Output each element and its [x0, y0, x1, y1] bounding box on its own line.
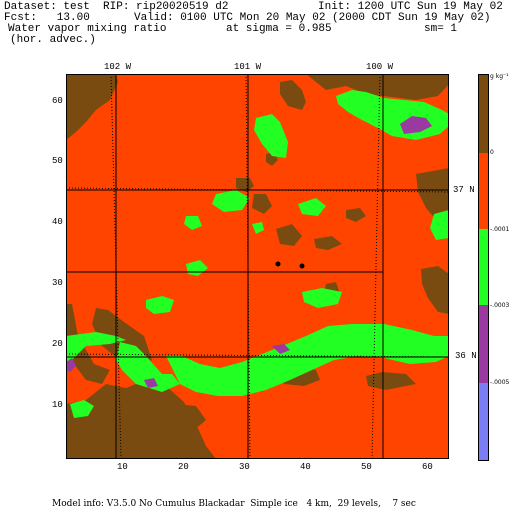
lat-label-36: 36 N: [455, 351, 477, 361]
sigma-label: at sigma = 0.985: [226, 23, 332, 35]
legend-orange: [479, 153, 488, 229]
lon-label-101: 101 W: [234, 62, 262, 72]
y-tick-40: 40: [52, 217, 63, 227]
y-tick-60: 60: [52, 96, 63, 106]
y-tick-30: 30: [52, 278, 63, 288]
init-label: Init: 1200 UTC Sun 19 May 02: [318, 1, 503, 13]
legend-units: g kg⁻¹: [490, 73, 509, 80]
legend-colorbar: [478, 74, 489, 461]
legend-green: [479, 229, 488, 305]
legend-purple: [479, 305, 488, 383]
x-tick-40: 40: [300, 462, 311, 472]
y-tick-20: 20: [52, 339, 63, 349]
green-patches: [66, 90, 449, 418]
contour-map: [66, 74, 449, 459]
field-label: Water vapor mixing ratio: [8, 23, 167, 35]
x-tick-10: 10: [117, 462, 128, 472]
dataset-label: Dataset: test RIP: rip20020519 d2: [4, 1, 229, 13]
legend-level-2: -.0003: [490, 302, 510, 309]
legend-level-1: -.0001: [490, 226, 510, 233]
smoothing-label: sm= 1: [424, 23, 458, 35]
plot-frame: [66, 74, 449, 459]
legend-brown: [479, 75, 488, 153]
y-tick-50: 50: [52, 156, 63, 166]
brown-patches: [66, 74, 449, 459]
legend-level-3: -.0005: [490, 379, 510, 386]
lon-label-100: 100 W: [366, 62, 394, 72]
legend-blue: [479, 383, 488, 460]
x-tick-30: 30: [239, 462, 250, 472]
station-markers: [275, 261, 305, 269]
model-info: Model info: V3.5.0 No Cumulus Blackadar …: [52, 499, 416, 509]
graticule-lines: [66, 74, 449, 459]
purple-patches: [66, 116, 432, 388]
x-tick-60: 60: [422, 462, 433, 472]
advection-label: (hor. advec.): [10, 34, 96, 46]
y-tick-10: 10: [52, 400, 63, 410]
x-tick-50: 50: [361, 462, 372, 472]
valid-label: Valid: 0100 UTC Mon 20 May 02 (2000 CDT …: [134, 12, 491, 24]
lon-label-102: 102 W: [104, 62, 132, 72]
legend-level-0: 0: [490, 149, 494, 156]
lat-label-37: 37 N: [453, 185, 475, 195]
x-tick-20: 20: [178, 462, 189, 472]
boundary-lines: [66, 74, 449, 459]
fcst-label: Fcst: 13.00: [4, 12, 90, 24]
